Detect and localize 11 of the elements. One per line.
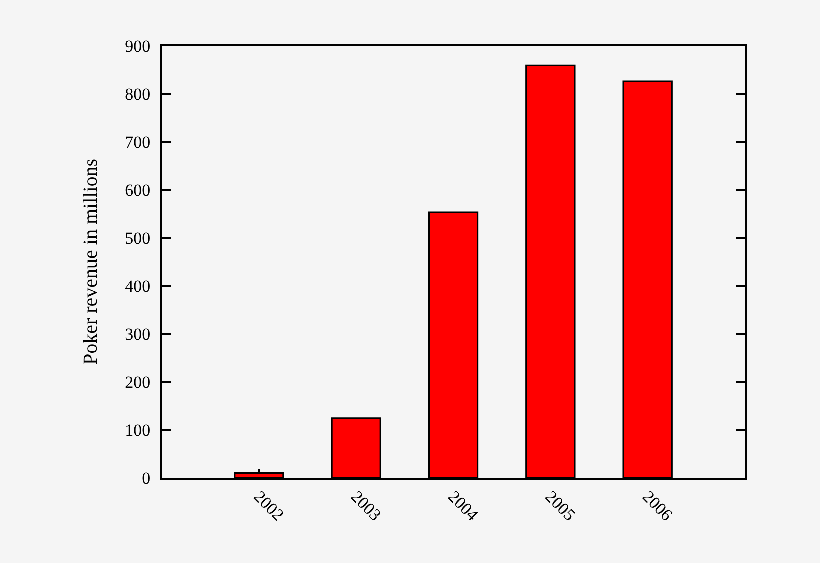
y-tick-label: 100 xyxy=(125,420,151,440)
y-tick-label: 500 xyxy=(125,228,151,248)
y-tick-label: 700 xyxy=(125,132,151,152)
y-tick-label: 300 xyxy=(125,324,151,344)
y-tick-label: 0 xyxy=(142,468,151,488)
y-tick-label: 200 xyxy=(125,372,151,392)
y-tick-label: 800 xyxy=(125,84,151,104)
y-axis-title: Poker revenue in millions xyxy=(80,158,102,366)
y-tick-label: 400 xyxy=(125,276,151,296)
y-tick-label: 600 xyxy=(125,180,151,200)
y-tick-label: 900 xyxy=(125,36,151,56)
